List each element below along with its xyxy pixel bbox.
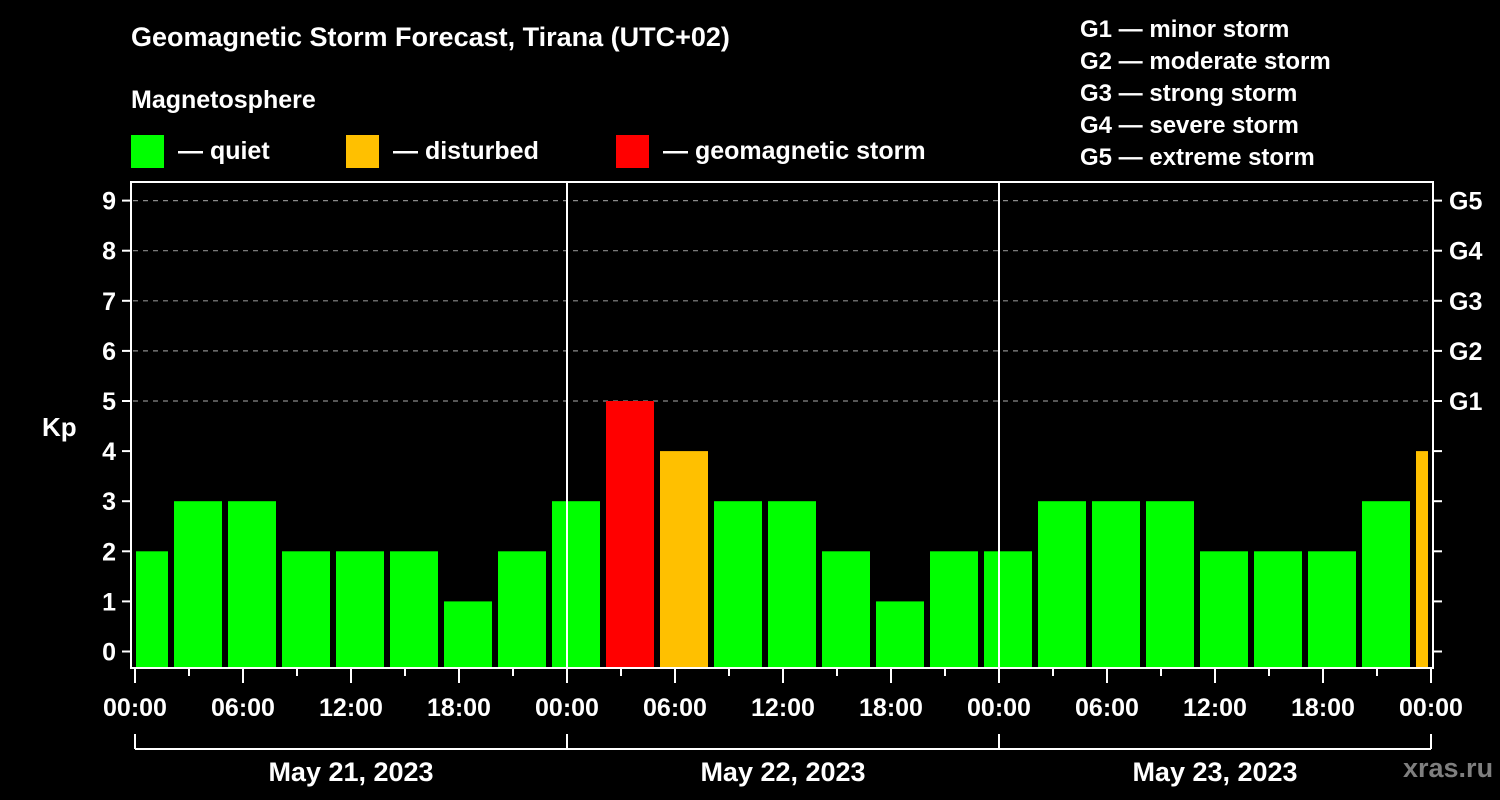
disturbed-swatch-icon	[346, 134, 379, 168]
kp-bar	[876, 601, 924, 667]
kp-bar	[390, 551, 438, 667]
g-scale-tick-label: G1	[1449, 388, 1482, 416]
x-tick-label: 18:00	[859, 694, 923, 722]
kp-bar	[1254, 551, 1302, 667]
x-tick-label: 12:00	[1183, 694, 1247, 722]
x-tick-label: 00:00	[535, 694, 599, 722]
x-tick-label: 18:00	[1291, 694, 1355, 722]
g-scale-tick-label: G4	[1449, 238, 1482, 266]
x-tick-label: 06:00	[1075, 694, 1139, 722]
kp-bar	[282, 551, 330, 667]
y-tick-label: 9	[102, 188, 116, 216]
y-tick-label: 2	[102, 538, 116, 566]
storm-swatch-icon	[616, 134, 649, 168]
x-tick-label: 12:00	[751, 694, 815, 722]
x-tick-label: 12:00	[319, 694, 383, 722]
kp-bar	[136, 551, 168, 667]
legend-label-quiet: — quiet	[178, 136, 270, 165]
kp-bar	[552, 501, 600, 667]
kp-bar	[1416, 451, 1428, 667]
g-scale-item-g3: G3 — strong storm	[1080, 80, 1298, 107]
kp-bar	[1146, 501, 1194, 667]
g-scale-legend: G1 — minor storm G2 — moderate storm G3 …	[1080, 14, 1331, 174]
kp-bar	[606, 401, 654, 667]
legend-item-storm: — geomagnetic storm	[616, 134, 926, 168]
g-scale-item-g1: G1 — minor storm	[1080, 16, 1290, 43]
kp-bar	[174, 501, 222, 667]
kp-bar	[228, 501, 276, 667]
x-tick-label: 00:00	[1399, 694, 1463, 722]
quiet-swatch-icon	[131, 134, 164, 168]
legend-label-storm: — geomagnetic storm	[663, 136, 926, 165]
y-tick-label: 8	[102, 238, 116, 266]
bars	[136, 401, 1428, 667]
kp-bar	[498, 551, 546, 667]
legend-subtitle: Magnetosphere	[131, 86, 316, 114]
g-scale-tick-label: G5	[1449, 188, 1482, 216]
watermark: xras.ru	[1403, 753, 1494, 783]
y-tick-label: 0	[102, 639, 116, 667]
g-scale-tick-label: G2	[1449, 338, 1482, 366]
day-label: May 22, 2023	[700, 757, 865, 787]
x-tick-label: 00:00	[967, 694, 1031, 722]
y-tick-label: 4	[102, 438, 116, 466]
g-scale-item-g5: G5 — extreme storm	[1080, 144, 1315, 171]
axes: 0 1 2 3 4 5 6 7 8 9 G1 G2 G3 G4 G5 00:00 06:00 12:00 18:00…	[102, 181, 1482, 787]
kp-bar	[822, 551, 870, 667]
y-tick-label: 6	[102, 338, 116, 366]
kp-bar	[984, 551, 1032, 667]
kp-bar	[768, 501, 816, 667]
y-tick-label: 3	[102, 488, 116, 516]
day-label: May 21, 2023	[268, 757, 433, 787]
y-tick-label: 7	[102, 288, 116, 316]
x-tick-label: 18:00	[427, 694, 491, 722]
g-scale-tick-label: G3	[1449, 288, 1482, 316]
grid-lines	[133, 200, 1431, 402]
x-tick-label: 06:00	[643, 694, 707, 722]
y-tick-label: 5	[102, 388, 116, 416]
x-tick-label: 00:00	[103, 694, 167, 722]
legend-label-disturbed: — disturbed	[393, 136, 539, 165]
kp-bar	[1092, 501, 1140, 667]
kp-bar	[1362, 501, 1410, 667]
legend-item-quiet: — quiet	[131, 134, 270, 168]
kp-bar	[1308, 551, 1356, 667]
legend-item-disturbed: — disturbed	[346, 134, 539, 168]
g-scale-item-g2: G2 — moderate storm	[1080, 48, 1331, 75]
kp-bar	[714, 501, 762, 667]
kp-bar	[930, 551, 978, 667]
kp-bar	[1200, 551, 1248, 667]
kp-bar	[1038, 501, 1086, 667]
x-tick-label: 06:00	[211, 694, 275, 722]
y-axis-label: Kp	[42, 412, 77, 442]
g-scale-item-g4: G4 — severe storm	[1080, 112, 1299, 139]
kp-bar	[444, 601, 492, 667]
day-label: May 23, 2023	[1132, 757, 1297, 787]
kp-bar	[660, 451, 708, 667]
y-tick-label: 1	[102, 588, 116, 616]
kp-bar	[336, 551, 384, 667]
chart-title: Geomagnetic Storm Forecast, Tirana (UTC+…	[131, 22, 730, 52]
